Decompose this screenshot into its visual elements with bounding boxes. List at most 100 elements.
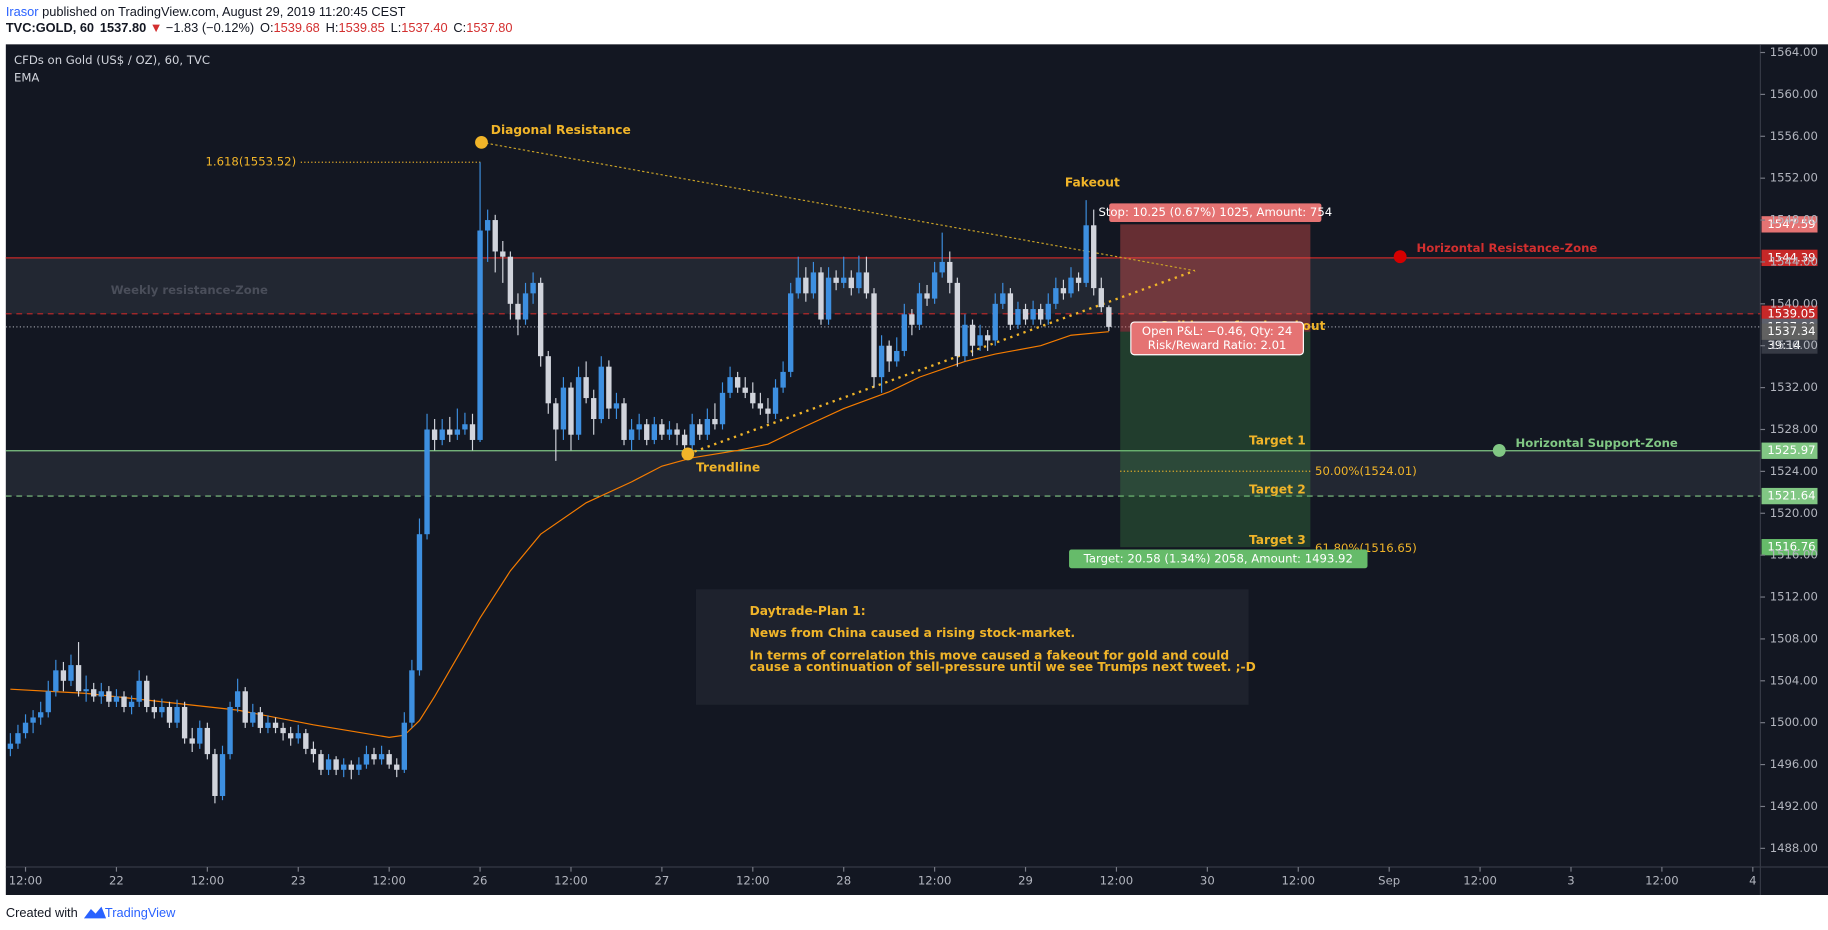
candle-body <box>901 314 907 351</box>
annotation: Diagonal Resistance <box>491 123 631 137</box>
annotation: Horizontal Resistance-Zone <box>1416 241 1597 255</box>
candle-body <box>742 387 748 393</box>
annotation: Horizontal Support-Zone <box>1516 436 1678 450</box>
candle-body <box>856 272 862 289</box>
candle-body <box>651 424 657 440</box>
y-tick-label: 1560.00 <box>1770 87 1818 101</box>
axis-badge <box>1761 337 1818 354</box>
axis-badge <box>1761 305 1818 322</box>
candle-body <box>469 424 476 440</box>
candle-body <box>780 371 786 388</box>
candle-body <box>1000 293 1006 304</box>
axis-badge-label: 1547.59 <box>1767 217 1815 231</box>
axis-badge-label: 1544.39 <box>1767 250 1815 264</box>
ohlc-value: 1537.80 <box>466 21 512 36</box>
axis-badge-label: 1525.97 <box>1767 443 1815 457</box>
candle-body <box>197 727 203 744</box>
x-tick-label: 22 <box>109 873 124 887</box>
candle-body <box>878 345 885 378</box>
candle-body <box>522 293 529 320</box>
axis-badge-label: 1516.76 <box>1767 540 1815 554</box>
symbol: TVC:GOLD, 60 <box>6 21 94 36</box>
candle-body <box>37 712 44 718</box>
candle-body <box>575 377 582 435</box>
candle-body <box>568 387 574 435</box>
candle-body <box>356 764 362 770</box>
annotation: Target 2 <box>1249 483 1306 497</box>
candle-body <box>644 424 650 440</box>
candle-body <box>53 670 59 692</box>
y-tick-label: 1496.00 <box>1770 757 1818 771</box>
x-tick-label: 28 <box>836 873 851 887</box>
candle-body <box>628 429 635 440</box>
label-box <box>1109 203 1322 223</box>
candle-body <box>681 434 688 446</box>
candle-body <box>1075 277 1082 283</box>
candle-body <box>954 282 961 357</box>
y-tick-label: 1556.00 <box>1770 129 1818 143</box>
candle-body <box>659 424 665 435</box>
candle-body <box>636 424 642 430</box>
y-tick-label: 1504.00 <box>1770 673 1818 687</box>
legend-title: CFDs on Gold (US$ / OZ), 60, TVC <box>14 53 210 67</box>
candle-body <box>7 743 14 749</box>
candle-body <box>242 691 248 723</box>
candle-body <box>310 748 317 755</box>
note-title: Daytrade-Plan 1: <box>750 604 866 618</box>
x-tick-label: Sep <box>1378 873 1400 887</box>
author[interactable]: Irasor <box>6 4 39 19</box>
candle-body <box>30 717 36 723</box>
candle-body <box>537 282 544 357</box>
x-tick-label: 12:00 <box>554 873 588 887</box>
label-box <box>1130 321 1304 356</box>
candle-body <box>560 387 567 430</box>
candle-body <box>348 764 354 770</box>
axis-badge <box>1761 487 1818 505</box>
y-tick-label: 1540.00 <box>1770 296 1818 310</box>
candle-body <box>91 689 97 697</box>
candle-body <box>825 277 832 320</box>
candle-body <box>674 429 680 435</box>
candle-body <box>1060 288 1067 294</box>
candle-body <box>545 356 551 404</box>
candle-body <box>325 759 332 770</box>
candle-body <box>931 272 938 299</box>
candle-body <box>386 754 392 765</box>
position-label: Risk/Reward Ratio: 2.01 <box>1148 338 1287 352</box>
annotation: Fakeout <box>1065 176 1120 190</box>
candle-body <box>333 759 339 770</box>
candle-body <box>250 712 256 723</box>
candle-body <box>431 429 438 440</box>
candle-body <box>45 691 51 713</box>
footer-text: Created with <box>6 905 78 920</box>
candle-body <box>757 403 764 409</box>
candle-body <box>106 691 112 702</box>
candle-body <box>204 727 211 755</box>
candle-body <box>219 754 226 796</box>
logo <box>83 906 107 919</box>
candle-body <box>287 733 294 739</box>
position-label: Target: 20.58 (1.34%) 2058, Amount: 1493… <box>1083 551 1353 565</box>
candle-body <box>719 392 726 425</box>
x-tick-label: 12:00 <box>1100 873 1134 887</box>
change: −1.83 (−0.12%) <box>166 21 254 36</box>
anchor-dot <box>681 447 695 461</box>
candle-body <box>1083 225 1089 283</box>
x-tick-label: 23 <box>291 873 306 887</box>
candle-body <box>227 706 233 755</box>
candle-body <box>666 429 673 435</box>
candle-body <box>787 293 794 372</box>
candle-body <box>598 366 604 420</box>
ohlc: O:1539.68 H:1539.85 L:1537.40 C:1537.80 <box>260 21 513 36</box>
candle-body <box>871 293 877 378</box>
y-tick-label: 1532.00 <box>1770 380 1818 394</box>
candle-body <box>136 680 142 702</box>
axis-badge <box>1761 216 1818 233</box>
y-tick-label: 1524.00 <box>1770 464 1818 478</box>
candle-body <box>916 293 923 325</box>
plot <box>7 162 1112 804</box>
candle-body <box>144 680 150 707</box>
footer-brand[interactable]: TradingView <box>105 905 176 920</box>
